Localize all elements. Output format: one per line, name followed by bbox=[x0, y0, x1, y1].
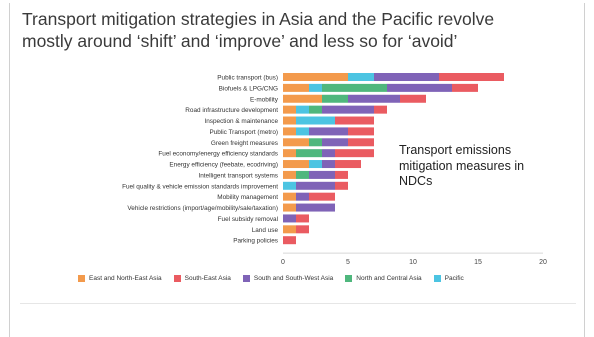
bar-segment bbox=[283, 170, 296, 179]
category-label: E-mobility bbox=[250, 96, 279, 103]
legend-swatch bbox=[78, 275, 85, 282]
chart-annotation: Transport emissions mitigation measures … bbox=[399, 143, 525, 188]
bar-segment bbox=[296, 203, 335, 212]
category-label: Green freight measures bbox=[211, 140, 278, 147]
bar-segment bbox=[296, 127, 309, 136]
bar-segment bbox=[309, 160, 322, 169]
bar-segment bbox=[335, 116, 374, 125]
bar-segment bbox=[439, 73, 504, 81]
bar-segment bbox=[296, 116, 335, 125]
bar-segment bbox=[400, 94, 426, 103]
bar-segment bbox=[283, 192, 296, 201]
category-label: Fuel quality & vehicle emission standard… bbox=[122, 183, 278, 190]
bar-segment bbox=[322, 160, 335, 169]
bar-segment bbox=[283, 83, 309, 92]
bar-segment bbox=[309, 138, 322, 147]
category-label: Road infrastructure development bbox=[185, 107, 278, 114]
bar-segment bbox=[348, 138, 374, 147]
bar-segment bbox=[283, 181, 296, 190]
category-label: Vehicle restrictions (import/age/mobilit… bbox=[127, 205, 278, 212]
legend-item: South and South-West Asia bbox=[242, 275, 334, 282]
x-tick-label: 15 bbox=[474, 259, 482, 266]
category-labels: Public transport (bus) Biofuels & LPG/CNG… bbox=[122, 75, 279, 245]
bar-segment bbox=[348, 94, 400, 103]
x-tick-label: 0 bbox=[281, 259, 285, 266]
bar-segment bbox=[322, 149, 335, 158]
bar-segment bbox=[283, 214, 296, 223]
bar-segment bbox=[309, 192, 335, 201]
bar-segment bbox=[296, 149, 322, 158]
legend-label: South-East Asia bbox=[184, 275, 231, 282]
bar-segment bbox=[283, 225, 296, 234]
x-tick-label: 10 bbox=[409, 259, 417, 266]
bar-segment bbox=[322, 83, 387, 92]
x-tick-label: 5 bbox=[346, 259, 350, 266]
bar-segment bbox=[296, 170, 309, 179]
bar-segment bbox=[309, 83, 322, 92]
legend-item: South-East Asia bbox=[173, 275, 231, 282]
bar-segment bbox=[309, 127, 348, 136]
bar-segment bbox=[296, 105, 309, 114]
legend-swatch bbox=[345, 275, 353, 282]
legend-label: Pacific bbox=[444, 275, 464, 282]
legend-item: North and Central Asia bbox=[345, 275, 422, 282]
x-tick-label: 20 bbox=[539, 259, 547, 266]
bar-segment bbox=[387, 83, 452, 92]
bar-segment bbox=[452, 83, 478, 92]
bar-segment bbox=[283, 116, 296, 125]
legend-swatch bbox=[242, 275, 250, 282]
chart-legend: East and North-East Asia South-East Asia S… bbox=[78, 275, 476, 282]
category-label: Energy efficiency (feebate, ecodriving) bbox=[169, 162, 278, 169]
bar-area bbox=[283, 73, 504, 245]
bar-segment bbox=[283, 138, 309, 147]
bar-segment bbox=[283, 127, 296, 136]
bar-segment bbox=[348, 73, 374, 81]
bar-segment bbox=[322, 94, 348, 103]
bar-segment bbox=[335, 160, 361, 169]
legend-label: South and South-West Asia bbox=[253, 275, 334, 282]
bar-segment bbox=[283, 105, 296, 114]
bar-segment bbox=[335, 170, 348, 179]
legend-item: Pacific bbox=[433, 275, 464, 282]
category-label: Mobility management bbox=[217, 194, 278, 201]
bar-segment bbox=[374, 73, 439, 81]
bar-segment bbox=[309, 170, 335, 179]
bar-segment bbox=[348, 127, 374, 136]
category-label: Parking policies bbox=[233, 238, 278, 245]
bar-segment bbox=[296, 181, 335, 190]
category-label: Inspection & maintenance bbox=[204, 118, 278, 125]
legend-swatch bbox=[173, 275, 181, 282]
x-axis: 0 5 10 15 20 bbox=[281, 252, 547, 266]
legend-label: East and North-East Asia bbox=[89, 275, 162, 282]
slide-title: Transport mitigation strategies in Asia … bbox=[22, 9, 495, 51]
category-label: Fuel economy/energy efficiency standards bbox=[158, 151, 278, 158]
divider bbox=[20, 303, 576, 304]
bar-segment bbox=[296, 214, 309, 223]
bar-segment bbox=[335, 181, 348, 190]
bar-segment bbox=[335, 149, 374, 158]
bar-segment bbox=[309, 105, 322, 114]
legend-item: East and North-East Asia bbox=[78, 275, 162, 282]
bar-segment bbox=[283, 73, 348, 81]
bar-segment bbox=[283, 160, 309, 169]
bar-segment bbox=[283, 236, 296, 245]
legend-swatch bbox=[433, 275, 441, 282]
slide-frame bbox=[9, 3, 585, 337]
bar-segment bbox=[296, 225, 309, 234]
category-label: Land use bbox=[252, 227, 279, 234]
category-label: Intelligent transport systems bbox=[198, 172, 278, 179]
bar-segment bbox=[283, 94, 322, 103]
legend-label: North and Central Asia bbox=[356, 275, 422, 282]
bar-segment bbox=[322, 105, 374, 114]
category-label: Public Transport (metro) bbox=[209, 129, 278, 136]
category-label: Public transport (bus) bbox=[217, 75, 278, 82]
category-label: Fuel subsidy removal bbox=[218, 216, 278, 223]
bar-segment bbox=[322, 138, 348, 147]
bar-segment bbox=[283, 203, 296, 212]
bar-segment bbox=[374, 105, 387, 114]
category-label: Biofuels & LPG/CNG bbox=[219, 85, 278, 92]
bar-segment bbox=[296, 192, 309, 201]
bar-segment bbox=[283, 149, 296, 158]
